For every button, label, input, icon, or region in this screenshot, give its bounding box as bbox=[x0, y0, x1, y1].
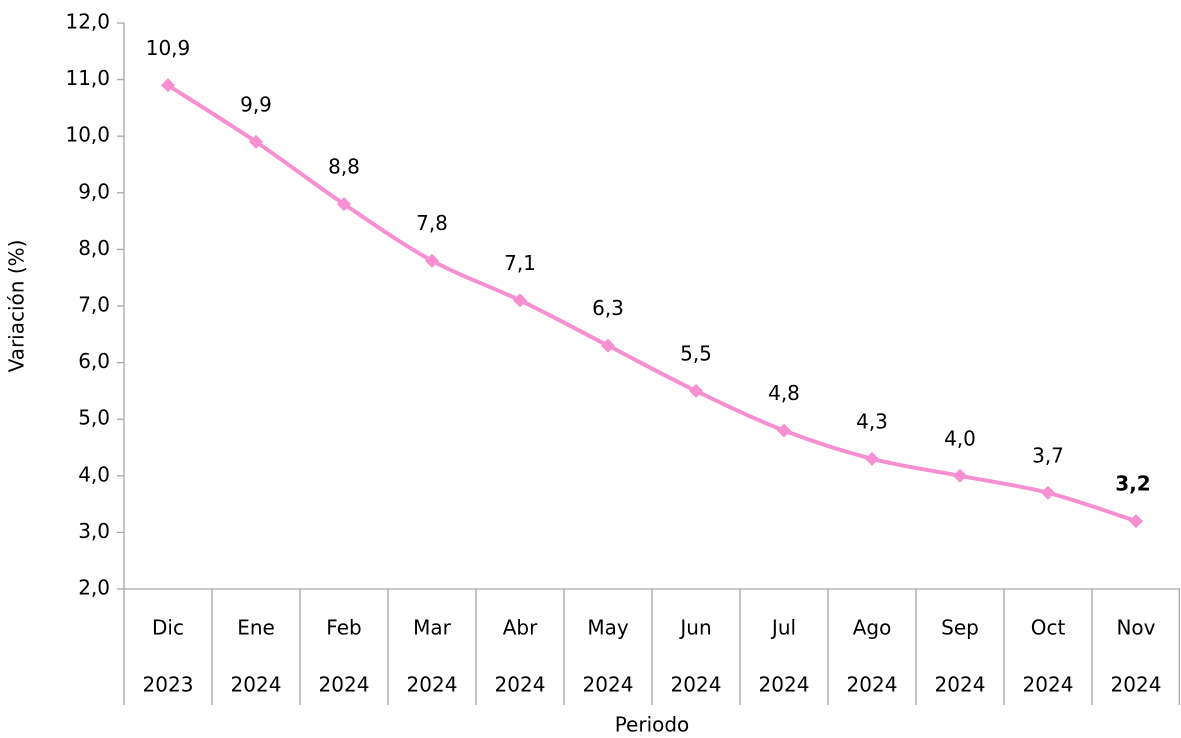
x-tick-label: Sep bbox=[941, 616, 979, 640]
y-tick-label: 7,0 bbox=[78, 293, 110, 317]
y-tick-label: 12,0 bbox=[65, 10, 110, 34]
x-group-label: 2024 bbox=[759, 673, 810, 697]
data-label: 4,0 bbox=[944, 426, 976, 450]
marker bbox=[953, 468, 967, 483]
x-group-label: 2024 bbox=[671, 673, 722, 697]
data-label: 6,3 bbox=[592, 296, 624, 320]
x-group-label: 2024 bbox=[1111, 673, 1162, 697]
x-group-label: 2024 bbox=[407, 673, 458, 697]
y-tick-label: 5,0 bbox=[78, 406, 110, 430]
x-tick-label: Feb bbox=[326, 616, 361, 640]
marker bbox=[1041, 485, 1055, 500]
data-line bbox=[166, 83, 1137, 523]
x-tick-label: Mar bbox=[413, 616, 452, 640]
x-group-label: 2024 bbox=[319, 673, 370, 697]
data-label: 4,8 bbox=[768, 381, 800, 405]
y-tick-label: 11,0 bbox=[65, 66, 110, 90]
x-axis-title: Periodo bbox=[615, 713, 690, 737]
marker bbox=[689, 383, 703, 398]
y-tick-label: 9,0 bbox=[78, 179, 110, 203]
x-group-label: 2024 bbox=[583, 673, 634, 697]
marker bbox=[601, 338, 615, 353]
x-group-label: 2024 bbox=[231, 673, 282, 697]
x-group-label: 2024 bbox=[1023, 673, 1074, 697]
marker bbox=[337, 197, 351, 212]
x-tick-label: Dic bbox=[152, 616, 184, 640]
marker bbox=[513, 293, 527, 308]
data-label: 10,9 bbox=[146, 36, 191, 60]
y-axis-title: Variación (%) bbox=[5, 240, 29, 373]
data-label: 3,2 bbox=[1115, 472, 1150, 496]
data-label: 7,8 bbox=[416, 211, 448, 235]
data-label: 4,3 bbox=[856, 409, 888, 433]
x-group-label: 2023 bbox=[143, 673, 194, 697]
x-group-label: 2024 bbox=[495, 673, 546, 697]
x-tick-label: Nov bbox=[1116, 616, 1155, 640]
x-tick-label: Abr bbox=[503, 616, 538, 640]
marker bbox=[249, 134, 263, 149]
marker bbox=[425, 253, 439, 268]
y-tick-label: 3,0 bbox=[78, 519, 110, 543]
marker bbox=[865, 451, 879, 466]
data-label: 9,9 bbox=[240, 92, 272, 116]
x-group-label: 2024 bbox=[847, 673, 898, 697]
data-label: 8,8 bbox=[328, 155, 360, 179]
data-label: 7,1 bbox=[504, 251, 536, 275]
marker bbox=[1129, 514, 1143, 529]
y-tick-label: 2,0 bbox=[78, 576, 110, 600]
y-tick-label: 6,0 bbox=[78, 349, 110, 373]
x-group-label: 2024 bbox=[935, 673, 986, 697]
marker bbox=[777, 423, 791, 438]
y-tick-label: 10,0 bbox=[65, 123, 110, 147]
x-tick-label: Ago bbox=[853, 616, 892, 640]
data-label: 3,7 bbox=[1032, 443, 1064, 467]
x-tick-label: May bbox=[587, 616, 629, 640]
x-tick-label: Jun bbox=[678, 616, 711, 640]
x-tick-label: Oct bbox=[1031, 616, 1066, 640]
x-tick-label: Ene bbox=[237, 616, 275, 640]
data-label: 5,5 bbox=[680, 341, 712, 365]
y-tick-label: 4,0 bbox=[78, 462, 110, 486]
y-tick-label: 8,0 bbox=[78, 236, 110, 260]
x-tick-label: Jul bbox=[770, 616, 796, 640]
marker bbox=[161, 78, 175, 93]
